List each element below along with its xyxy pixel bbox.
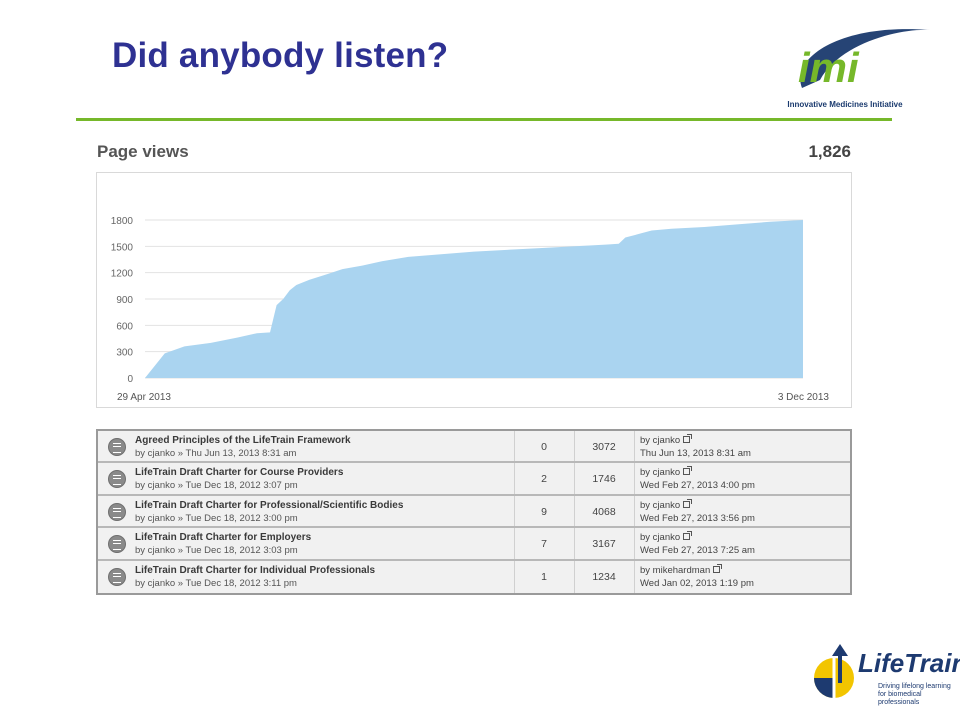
- topic-document-icon: [108, 438, 126, 456]
- topic-last-post-author: by cjanko: [640, 498, 693, 511]
- chart-x-start-label: 29 Apr 2013: [117, 392, 171, 403]
- topic-row[interactable]: LifeTrain Draft Charter for Individual P…: [98, 560, 850, 593]
- topic-meta: by cjanko » Thu Jun 13, 2013 8:31 am: [135, 448, 297, 459]
- page-views-total: 1,826: [808, 142, 851, 161]
- topics-table: Agreed Principles of the LifeTrain Frame…: [96, 429, 852, 595]
- topic-last-post-author: by mikehardman: [640, 563, 723, 576]
- lifetrain-tagline-line-1: Driving lifelong learning: [878, 683, 951, 690]
- topic-meta: by cjanko » Tue Dec 18, 2012 3:11 pm: [135, 577, 297, 589]
- chart-y-tick-label: 1500: [111, 242, 134, 253]
- column-divider: [574, 528, 575, 559]
- chart-area-series: [145, 220, 803, 378]
- column-divider: [634, 560, 635, 593]
- topic-last-post-author-text: by cjanko: [640, 435, 681, 446]
- topic-last-post-author-text: by mikehardman: [640, 564, 711, 576]
- topic-views-count: 4068: [592, 505, 616, 518]
- topic-document-icon: [108, 567, 126, 586]
- chart-x-end-label: 3 Dec 2013: [778, 392, 830, 403]
- column-divider: [574, 431, 575, 462]
- topic-meta: by cjanko » Tue Dec 18, 2012 3:03 pm: [135, 545, 298, 557]
- column-divider: [634, 431, 635, 462]
- topic-row[interactable]: Agreed Principles of the LifeTrain Frame…: [98, 431, 850, 464]
- topic-meta: by cjanko » Tue Dec 18, 2012 3:00 pm: [135, 512, 298, 524]
- lifetrain-logo: [814, 644, 854, 698]
- column-divider: [514, 528, 515, 559]
- chart-y-tick-label: 300: [116, 348, 133, 359]
- topic-last-post-author: by cjanko: [640, 466, 693, 479]
- topic-document-icon: [108, 535, 126, 554]
- page-views-chart-svg: 1800 1500 1200 900 600 300 0 29 Apr 2013 3 Dec 2…: [111, 216, 830, 403]
- topic-replies-count: 9: [541, 505, 547, 518]
- column-divider: [634, 463, 635, 494]
- topic-last-post-date: Wed Feb 27, 2013 4:00 pm: [640, 480, 755, 492]
- column-divider: [514, 560, 515, 593]
- title-divider: [76, 118, 892, 121]
- topic-document-icon: [108, 470, 126, 489]
- topic-last-post-author-text: by cjanko: [640, 467, 681, 479]
- topic-last-post-date: Wed Feb 27, 2013 7:25 am: [640, 545, 755, 557]
- topic-row[interactable]: LifeTrain Draft Charter for Course Provi…: [98, 463, 850, 496]
- topic-row[interactable]: LifeTrain Draft Charter for Employers by …: [98, 528, 850, 561]
- page-views-chart: 1800 1500 1200 900 600 300 0 29 Apr 2013 3 Dec 2…: [96, 172, 852, 408]
- topic-row[interactable]: LifeTrain Draft Charter for Professional…: [98, 495, 850, 529]
- chart-y-tick-label: 1800: [111, 216, 134, 227]
- column-divider: [574, 463, 575, 494]
- topic-last-post-date: Thu Jun 13, 2013 8:31 am: [640, 448, 751, 459]
- topic-views-count: 3072: [592, 441, 616, 453]
- column-divider: [514, 431, 515, 462]
- goto-last-post-icon[interactable]: [683, 498, 693, 508]
- topic-title-link[interactable]: LifeTrain Draft Charter for Employers: [135, 532, 312, 544]
- chart-y-tick-label: 0: [127, 374, 133, 385]
- goto-last-post-icon[interactable]: [683, 466, 693, 476]
- column-divider: [574, 495, 575, 527]
- lifetrain-tagline-line-2: for biomedical professionals: [878, 691, 922, 706]
- column-divider: [514, 495, 515, 527]
- lifetrain-name: LifeTrain: [858, 648, 960, 678]
- topic-last-post-date: Wed Feb 27, 2013 3:56 pm: [640, 512, 755, 524]
- chart-y-tick-label: 900: [116, 295, 133, 306]
- topic-replies-count: 1: [541, 570, 547, 583]
- imi-logo-wordmark: imi: [798, 44, 860, 91]
- topic-title-link[interactable]: LifeTrain Draft Charter for Individual P…: [135, 564, 376, 576]
- page-views-label: Page views: [97, 142, 189, 161]
- goto-last-post-icon[interactable]: [683, 531, 693, 541]
- topic-last-post-author-text: by cjanko: [640, 499, 681, 511]
- topic-last-post-author: by cjanko: [640, 434, 693, 446]
- goto-last-post-icon[interactable]: [683, 434, 693, 443]
- topic-title-link[interactable]: Agreed Principles of the LifeTrain Frame…: [135, 435, 351, 446]
- column-divider: [634, 495, 635, 527]
- column-divider: [514, 463, 515, 494]
- topic-last-post-author-text: by cjanko: [640, 532, 681, 544]
- topic-replies-count: 0: [541, 441, 547, 453]
- topic-replies-count: 2: [541, 473, 547, 486]
- imi-tagline: Innovative Medicines Initiative: [787, 100, 903, 109]
- goto-last-post-icon[interactable]: [713, 563, 723, 573]
- topic-meta: by cjanko » Tue Dec 18, 2012 3:07 pm: [135, 480, 298, 492]
- topic-views-count: 1746: [592, 473, 616, 486]
- lifetrain-tagline: Driving lifelong learning for biomedical…: [878, 683, 960, 707]
- topic-document-icon: [108, 502, 126, 521]
- chart-y-tick-label: 600: [116, 321, 133, 332]
- topic-last-post-author: by cjanko: [640, 531, 693, 544]
- topic-views-count: 3167: [592, 538, 616, 551]
- slide-title: Did anybody listen?: [112, 36, 449, 75]
- chart-y-tick-label: 1200: [111, 269, 134, 280]
- topic-replies-count: 7: [541, 538, 547, 551]
- topic-title-link[interactable]: LifeTrain Draft Charter for Professional…: [135, 499, 404, 511]
- column-divider: [634, 528, 635, 559]
- topic-last-post-date: Wed Jan 02, 2013 1:19 pm: [640, 577, 754, 589]
- column-divider: [574, 560, 575, 593]
- topic-views-count: 1234: [592, 570, 616, 583]
- imi-logo: imi: [798, 29, 930, 91]
- topic-title-link[interactable]: LifeTrain Draft Charter for Course Provi…: [135, 467, 344, 479]
